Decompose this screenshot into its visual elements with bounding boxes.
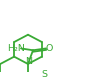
Text: N: N bbox=[26, 57, 33, 66]
Text: O: O bbox=[45, 44, 53, 53]
Text: S: S bbox=[41, 70, 47, 79]
Text: H₂N: H₂N bbox=[7, 44, 25, 53]
